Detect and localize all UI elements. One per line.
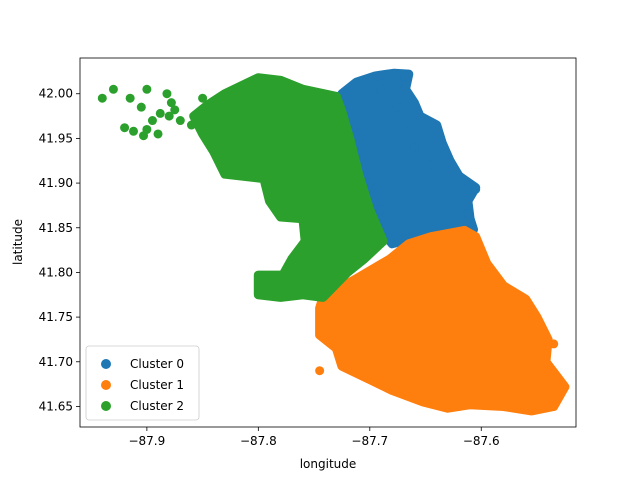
legend-marker-0 (101, 359, 111, 369)
cluster-2-point-12 (139, 131, 149, 141)
y-tick-label: 41.95 (39, 131, 73, 145)
cluster-2-region (189, 73, 388, 302)
cluster-1-point-5 (487, 393, 497, 403)
cluster-1-point-11 (510, 375, 520, 385)
x-tick-label: −87.9 (128, 434, 165, 448)
cluster-0-point-1 (409, 142, 419, 152)
y-tick-label: 41.75 (39, 310, 73, 324)
cluster-2-point-2 (125, 93, 135, 103)
x-tick-label: −87.8 (240, 434, 277, 448)
cluster-2-point-1 (108, 84, 118, 94)
cluster-1-point-8 (521, 366, 531, 376)
legend-box (85, 345, 200, 421)
cluster-0-point-0 (406, 123, 416, 133)
x-tick-label: −87.6 (463, 434, 500, 448)
cluster-0-point-9 (376, 84, 386, 94)
y-tick-label: 42.00 (39, 87, 73, 101)
y-tick-label: 41.85 (39, 221, 73, 235)
scatter-area (97, 68, 570, 416)
axes-frame (79, 57, 577, 428)
legend-label-2: Cluster 2 (130, 399, 184, 413)
cluster-1 (315, 225, 570, 416)
legend-label-0: Cluster 0 (130, 357, 184, 371)
cluster-1-point-6 (526, 401, 536, 411)
cluster-1-point-2 (374, 373, 384, 383)
cluster-2-point-5 (155, 108, 165, 118)
x-axis: −87.9 −87.8 −87.7 −87.6 (128, 427, 500, 448)
cluster-2-point-15 (186, 120, 196, 130)
x-tick-label: −87.7 (351, 434, 388, 448)
cluster-0-point-5 (463, 208, 473, 218)
legend-marker-1 (101, 380, 111, 390)
cluster-2-point-11 (120, 123, 130, 133)
cluster-2 (97, 73, 388, 302)
cluster-1-point-12 (476, 366, 486, 376)
cluster-1-point-7 (549, 401, 559, 411)
cluster-2-point-4 (147, 116, 157, 126)
cluster-1-point-9 (534, 357, 544, 367)
cluster-2-point-19 (142, 84, 152, 94)
cluster-2-point-0 (97, 93, 107, 103)
cluster-1-point-3 (437, 393, 447, 403)
cluster-2-point-3 (136, 102, 146, 112)
cluster-0-point-10 (400, 71, 410, 81)
cluster-2-point-16 (170, 105, 180, 115)
cluster-0-point-7 (365, 178, 375, 188)
cluster-1-point-0 (315, 366, 325, 376)
cluster-2-point-10 (129, 126, 139, 136)
cluster-2-point-13 (162, 89, 172, 99)
x-axis-label: longitude (300, 457, 357, 471)
cluster-1-region (315, 225, 570, 416)
cluster-1-point-13 (499, 388, 509, 398)
cluster-2-point-6 (164, 111, 174, 121)
legend-marker-2 (101, 401, 111, 411)
cluster-2-point-9 (153, 129, 163, 139)
y-axis: 41.65 41.70 41.75 41.80 41.85 41.90 41.95 42.00 (39, 87, 80, 413)
cluster-2-point-7 (175, 116, 185, 126)
y-axis-label: latitude (11, 219, 25, 265)
cluster-0-point-3 (436, 178, 446, 188)
cluster-0-point-8 (393, 102, 403, 112)
y-tick-label: 41.80 (39, 265, 73, 279)
y-tick-label: 41.70 (39, 355, 73, 369)
cluster-2-point-14 (166, 98, 176, 108)
cluster-0-point-4 (471, 184, 481, 194)
cluster-0-point-6 (376, 205, 386, 215)
y-tick-label: 41.90 (39, 176, 73, 190)
legend-label-1: Cluster 1 (130, 378, 184, 392)
cluster-1-point-10 (549, 339, 559, 349)
cluster-1-point-1 (365, 366, 375, 376)
cluster-2-point-18 (209, 116, 219, 126)
cluster-2-point-17 (198, 93, 208, 103)
y-tick-label: 41.65 (39, 399, 73, 413)
cluster-0-point-2 (425, 160, 435, 170)
legend: Cluster 0 Cluster 1 Cluster 2 (85, 345, 200, 421)
cluster-1-point-4 (454, 401, 464, 411)
